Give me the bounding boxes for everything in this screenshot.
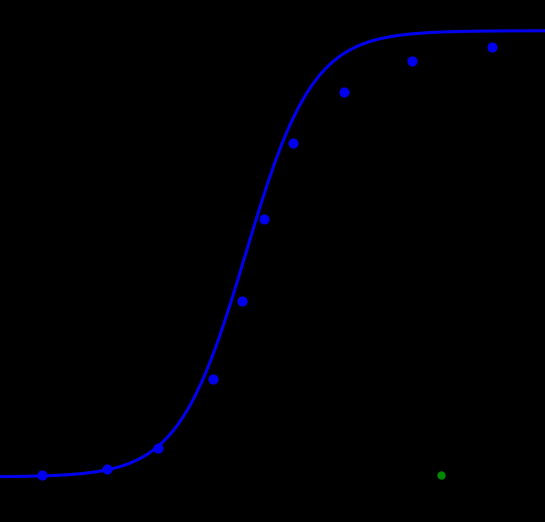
- Point: [102, 465, 111, 473]
- Point: [237, 296, 246, 305]
- Point: [38, 471, 46, 479]
- Point: [208, 374, 217, 383]
- Point: [408, 57, 416, 66]
- Point: [154, 444, 162, 453]
- Point: [340, 88, 348, 96]
- Point: [437, 471, 445, 479]
- Point: [259, 215, 268, 223]
- Point: [288, 139, 297, 148]
- Point: [488, 43, 497, 51]
